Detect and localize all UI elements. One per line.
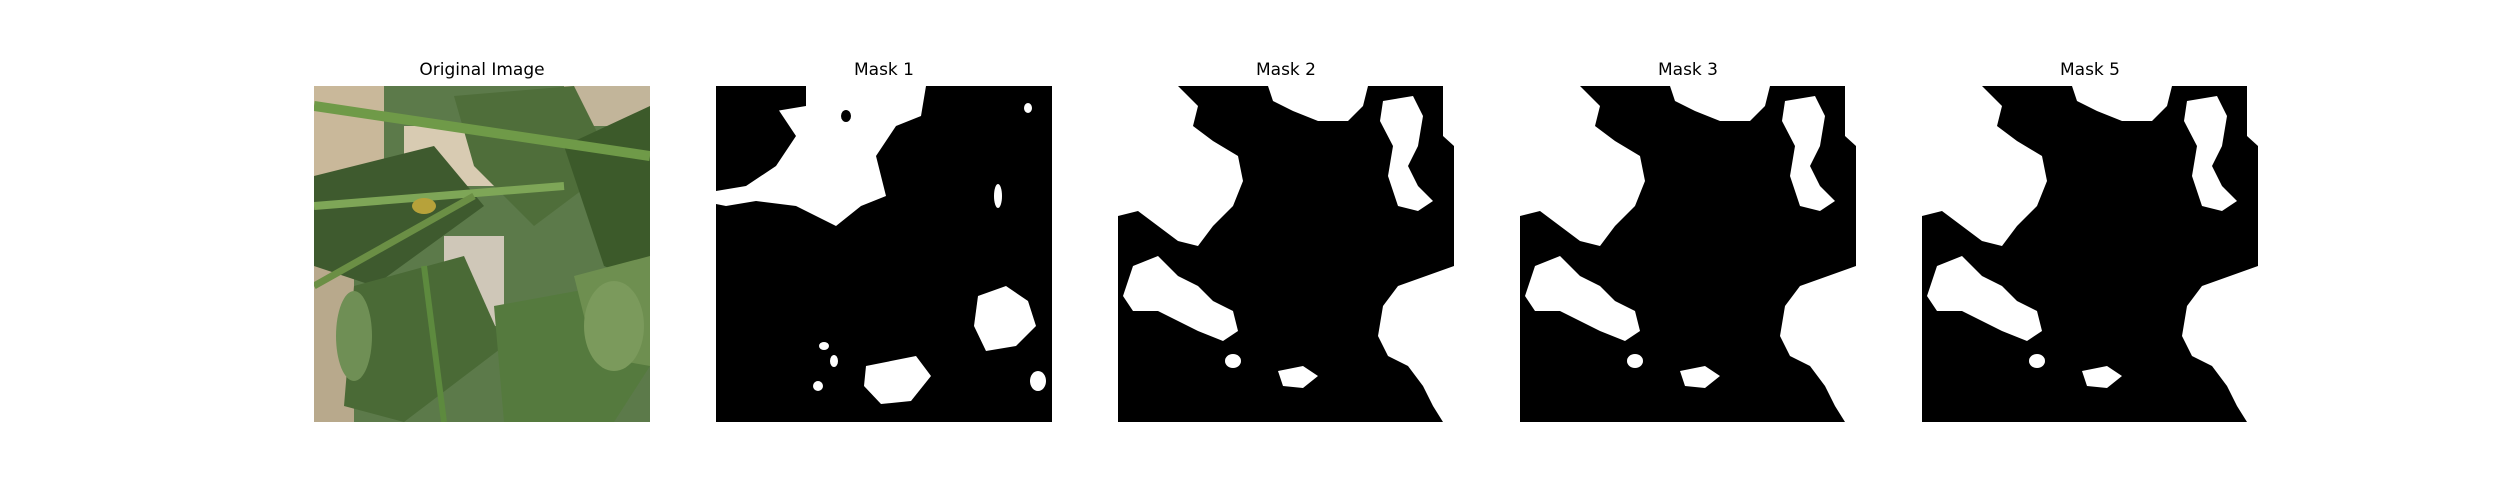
panel-title: Mask 5 [2059,60,2120,80]
panel-mask-2: Mask 2 [1118,0,1454,500]
mask-image [1922,86,2258,422]
panel-title: Mask 1 [853,60,914,80]
mask-image [1118,86,1454,422]
original-photo [314,86,650,422]
panel-title: Mask 2 [1255,60,1316,80]
panel-title: Mask 3 [1657,60,1718,80]
mask-image [1520,86,1856,422]
panel-mask-5: Mask 5 [1922,0,2258,500]
panel-mask-3: Mask 3 [1520,0,1856,500]
panel-title: Original Image [419,60,545,80]
mask-image [716,86,1052,422]
panel-mask-1: Mask 1 [716,0,1052,500]
panel-original-image: Original Image [314,0,650,500]
